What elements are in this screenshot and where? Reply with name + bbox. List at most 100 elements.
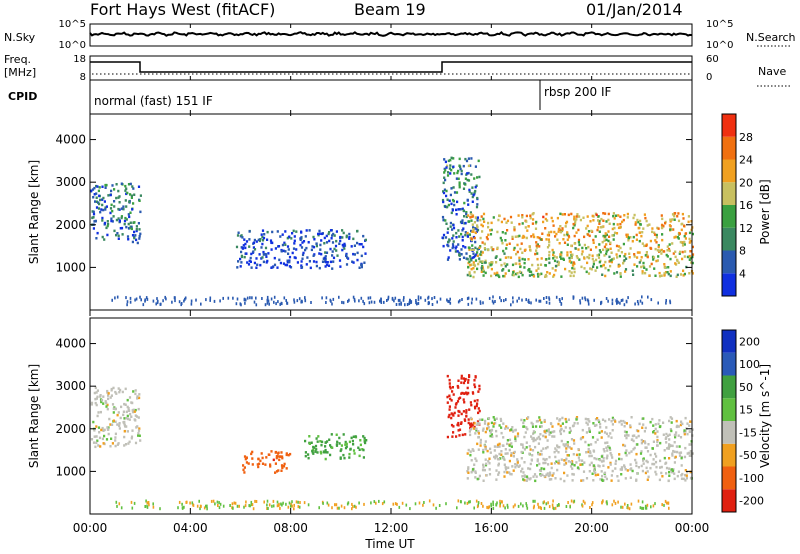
scatter-cell <box>458 258 461 261</box>
scatter-cell <box>467 448 470 452</box>
scatter-cell <box>469 401 472 404</box>
scatter-cell <box>614 420 617 423</box>
scatter-cell <box>123 219 127 223</box>
ground-scatter-cell <box>348 298 350 302</box>
scatter-cell <box>476 219 479 222</box>
scatter-cell <box>561 422 564 425</box>
scatter-cell <box>467 471 470 474</box>
ground-scatter-cell <box>628 507 631 511</box>
scatter-cell <box>95 196 98 199</box>
scatter-cell <box>573 218 576 221</box>
ground-scatter-cell <box>625 300 628 304</box>
scatter-cell <box>478 260 481 263</box>
scatter-cell <box>92 420 95 424</box>
scatter-cell <box>105 401 108 405</box>
y-tick-label: 4000 <box>55 133 86 147</box>
scatter-cell <box>467 179 471 182</box>
scatter-cell <box>454 247 457 250</box>
scatter-cell <box>573 464 576 467</box>
scatter-cell <box>564 462 568 465</box>
ground-scatter-cell <box>111 298 113 302</box>
ground-scatter-cell <box>198 499 200 503</box>
scatter-cell <box>670 417 674 420</box>
scatter-cell <box>108 417 111 421</box>
scatter-cell <box>332 256 336 260</box>
ground-scatter-cell <box>200 302 202 306</box>
scatter-cell <box>546 445 549 449</box>
scatter-cell <box>508 242 511 245</box>
scatter-cell <box>324 441 327 444</box>
scatter-cell <box>99 394 102 397</box>
scatter-cell <box>98 436 102 440</box>
ground-scatter-cell <box>417 301 420 305</box>
scatter-cell <box>314 450 317 453</box>
scatter-cell <box>483 247 486 250</box>
scatter-cell <box>483 261 486 264</box>
x-tick-label: 08:00 <box>273 521 308 535</box>
scatter-cell <box>494 454 497 457</box>
scatter-cell <box>100 398 104 402</box>
scatter-cell <box>571 479 574 482</box>
scatter-cell <box>659 459 662 463</box>
scatter-cell <box>92 210 95 214</box>
ground-scatter-cell <box>502 504 505 508</box>
scatter-cell <box>113 229 116 233</box>
scatter-cell <box>528 245 531 248</box>
scatter-cell <box>477 159 480 163</box>
scatter-cell <box>447 244 450 248</box>
scatter-cell <box>588 234 591 238</box>
scatter-cell <box>673 472 676 475</box>
ground-scatter-cell <box>195 298 197 302</box>
scatter-cell <box>343 456 346 460</box>
scatter-cell <box>120 405 123 409</box>
scatter-cell <box>273 256 276 260</box>
velocity-colorbar-swatch <box>722 330 736 353</box>
scatter-cell <box>469 211 472 214</box>
scatter-cell <box>466 257 469 261</box>
scatter-cell <box>248 259 251 263</box>
scatter-cell <box>615 232 619 235</box>
ground-scatter-cell <box>307 503 310 507</box>
scatter-cell <box>453 203 456 207</box>
ground-scatter-cell <box>210 499 213 503</box>
ground-scatter-cell <box>420 296 422 300</box>
scatter-cell <box>109 445 112 448</box>
scatter-cell <box>599 478 602 481</box>
scatter-cell <box>474 240 477 244</box>
ground-scatter-cell <box>232 506 234 510</box>
scatter-cell <box>612 212 615 215</box>
ground-scatter-cell <box>652 504 655 508</box>
scatter-cell <box>467 214 470 217</box>
scatter-cell <box>240 261 243 264</box>
scatter-cell <box>649 453 652 457</box>
ground-scatter-cell <box>303 501 306 505</box>
scatter-cell <box>335 443 338 446</box>
scatter-cell <box>109 423 112 426</box>
ground-scatter-cell <box>152 502 154 506</box>
scatter-cell <box>469 257 472 261</box>
scatter-cell <box>479 444 482 447</box>
scatter-cell <box>596 228 599 232</box>
scatter-cell <box>578 243 581 247</box>
scatter-cell <box>488 462 491 465</box>
scatter-cell <box>129 182 132 186</box>
ground-scatter-cell <box>404 303 406 307</box>
ground-scatter-cell <box>619 301 621 305</box>
scatter-cell <box>315 242 318 245</box>
scatter-cell <box>240 234 243 237</box>
scatter-cell <box>586 215 589 218</box>
scatter-cell <box>499 236 502 240</box>
scatter-cell <box>119 388 122 392</box>
scatter-cell <box>471 391 474 394</box>
scatter-cell <box>668 419 671 423</box>
ground-scatter-cell <box>373 300 376 304</box>
scatter-cell <box>482 463 485 467</box>
scatter-cell <box>260 257 263 260</box>
ground-scatter-cell <box>235 302 238 306</box>
scatter-cell <box>90 403 93 406</box>
power-colorbar-tick: 24 <box>739 154 753 167</box>
scatter-cell <box>482 212 486 216</box>
ground-scatter-cell <box>482 504 484 508</box>
scatter-cell <box>471 448 474 451</box>
